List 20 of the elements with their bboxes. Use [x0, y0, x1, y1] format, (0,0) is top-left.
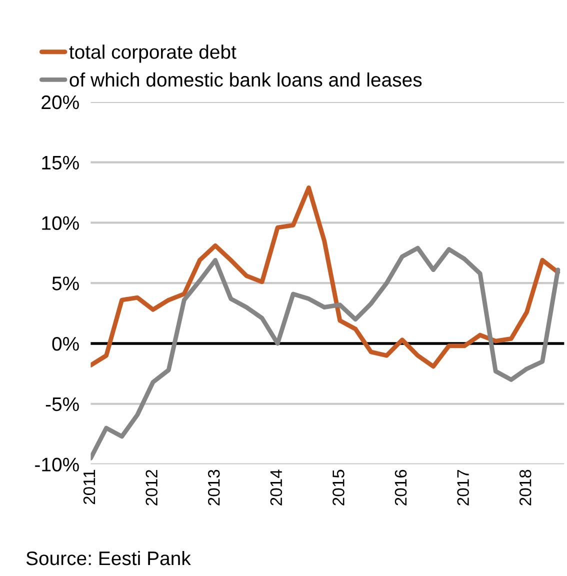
source-note: Source: Eesti Pank [26, 550, 191, 566]
x-tick-label: 2012 [146, 470, 158, 506]
x-tick-label: 2013 [208, 470, 220, 506]
x-tick-label: 2011 [83, 470, 96, 504]
y-tick-label: 5% [52, 276, 79, 290]
legend-label: of which domestic bank loans and leases [70, 72, 422, 87]
x-tick-label: 2016 [394, 470, 407, 506]
y-tick-label: -10% [35, 458, 79, 472]
y-tick-label: -5% [46, 397, 79, 412]
x-tick-label: 2018 [519, 470, 532, 506]
y-tick-label: 10% [42, 216, 79, 230]
legend-label: total corporate debt [69, 44, 236, 63]
line-series [90, 185, 560, 369]
y-tick-label: 0% [52, 336, 79, 351]
x-tick-label: 2017 [457, 470, 469, 506]
x-tick-label: 2015 [332, 470, 344, 506]
y-tick-label: 20% [42, 95, 79, 110]
x-tick-label: 2014 [270, 470, 282, 506]
line-series [90, 246, 560, 460]
y-tick-label: 15% [42, 156, 79, 170]
